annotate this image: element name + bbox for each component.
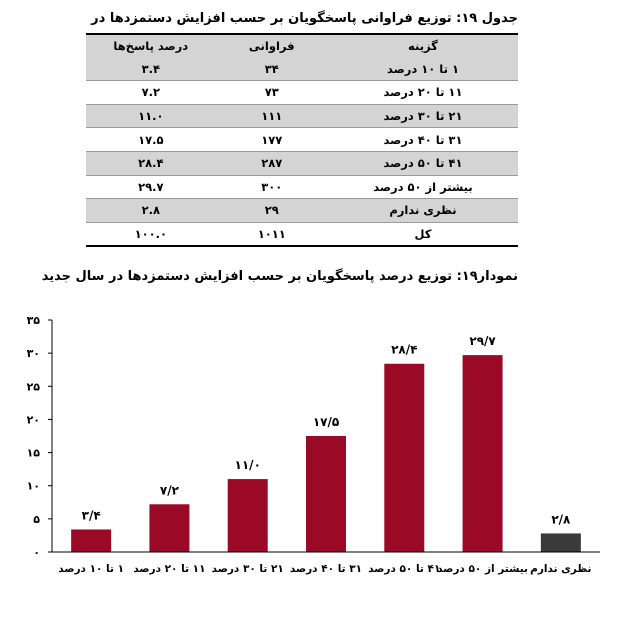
table-row: ۴۱ تا ۵۰ درصد ۲۸۷ ۲۸.۴: [86, 151, 518, 176]
cell-option: ۱ تا ۱۰ درصد: [386, 61, 459, 76]
x-tick-label: ۱۱ تا ۲۰ درصد: [133, 563, 205, 575]
table-row: ۱۱ تا ۲۰ درصد ۷۳ ۷.۲: [86, 81, 518, 105]
cell-frequency: ۳۴: [264, 61, 279, 76]
y-tick-label: ۲۵: [27, 380, 41, 393]
table-row: نظری ندارم ۲۹ ۲.۸: [86, 198, 518, 223]
chart-title: نمودار۱۹: توزیع درصد پاسخگویان بر حسب اف…: [41, 269, 518, 284]
cell-frequency: ۱۱۱: [261, 109, 283, 124]
y-tick-label: ۰: [33, 546, 40, 559]
x-tick-label: نظری ندارم: [530, 563, 591, 575]
bar: [227, 479, 268, 552]
y-tick-label: ۵: [33, 513, 40, 526]
cell-option: ۴۱ تا ۵۰ درصد: [383, 156, 463, 171]
bar-data-label: ۳/۴: [82, 508, 101, 522]
cell-option: بیشتر از ۵۰ درصد: [373, 179, 473, 194]
cell-percent: ۲۸.۴: [138, 156, 164, 171]
cell-percent: ۱۷.۵: [138, 132, 164, 147]
table-row: ۲۱ تا ۳۰ درصد ۱۱۱ ۱۱.۰: [86, 104, 518, 128]
x-tick-label: ۲۱ تا ۳۰ درصد: [212, 563, 284, 575]
y-axis: ۰ ۵ ۱۰ ۱۵ ۲۰ ۲۵ ۳۰ ۳۵: [27, 314, 53, 559]
table-row: ۳۱ تا ۴۰ درصد ۱۷۷ ۱۷.۵: [86, 128, 518, 152]
frequency-table: گزینه فراوانی درصد پاسخ‌ها ۱ تا ۱۰ درصد …: [86, 33, 518, 248]
x-axis: ۱ تا ۱۰ درصد ۱۱ تا ۲۰ درصد ۲۱ تا ۳۰ درصد ۳۱…: [52, 551, 600, 575]
bar-data-label: ۱۱/۰: [235, 458, 261, 472]
table-total-row: کل ۱۰۱۱ ۱۰۰.۰: [86, 222, 518, 247]
bar: [540, 533, 581, 552]
cell-option: ۳۱ تا ۴۰ درصد: [383, 132, 463, 147]
cell-option: نظری ندارم: [389, 203, 457, 218]
cell-frequency: ۱۷۷: [261, 132, 283, 147]
bar: [384, 363, 425, 552]
y-tick-label: ۳۵: [27, 314, 41, 327]
bar-chart: ۰ ۵ ۱۰ ۱۵ ۲۰ ۲۵ ۳۰ ۳۵ ۳/۴ ۷/۲ ۱۱/۰ ۱۷/۵ ۲۸/۴ ۲۹/۷ ۲/۸…: [27, 314, 600, 575]
bar-data-label: ۲/۸: [551, 512, 571, 526]
bar-data-label: ۷/۲: [160, 483, 180, 497]
cell-option: ۲۱ تا ۳۰ درصد: [383, 109, 463, 124]
cell-option: کل: [414, 227, 432, 242]
y-tick-label: ۳۰: [27, 347, 40, 360]
header-percent: درصد پاسخ‌ها: [113, 39, 189, 54]
cell-frequency: ۲۹: [264, 203, 279, 218]
cell-percent: ۷.۲: [141, 85, 161, 100]
y-tick-label: ۲۰: [27, 413, 40, 426]
table-title: جدول ۱۹: توزیع فراوانی پاسخگویان بر حسب …: [91, 11, 518, 48]
table-row: ۱ تا ۱۰ درصد ۳۴ ۳.۴: [86, 57, 518, 81]
cell-percent: ۳.۴: [141, 61, 161, 76]
cell-frequency: ۷۳: [264, 85, 279, 100]
cell-frequency: ۲۸۷: [261, 156, 283, 171]
bar-data-label: ۲۸/۴: [391, 343, 417, 357]
table-row: بیشتر از ۵۰ درصد ۳۰۰ ۲۹.۷: [86, 175, 518, 199]
bar: [71, 529, 112, 552]
bar: [149, 504, 190, 552]
x-tick-label: ۳۱ تا ۴۰ درصد: [290, 563, 362, 575]
x-tick-label: ۴۱ تا ۵۰ درصد: [368, 563, 440, 575]
cell-option: ۱۱ تا ۲۰ درصد: [383, 85, 463, 100]
cell-frequency: ۱۰۱۱: [257, 227, 286, 242]
cell-percent: ۱۰۰.۰: [134, 227, 168, 242]
header-option: گزینه: [408, 39, 438, 54]
table-header-row: گزینه فراوانی درصد پاسخ‌ها: [86, 34, 518, 58]
cell-percent: ۲۹.۷: [138, 179, 164, 194]
bar: [306, 436, 346, 552]
cell-frequency: ۳۰۰: [261, 179, 283, 194]
bar: [462, 355, 503, 552]
x-tick-label: بیشتر از ۵۰ درصد: [437, 563, 528, 575]
bar-data-label: ۱۷/۵: [313, 415, 339, 429]
y-tick-label: ۱۰: [27, 480, 40, 493]
bars: ۳/۴ ۷/۲ ۱۱/۰ ۱۷/۵ ۲۸/۴ ۲۹/۷ ۲/۸: [71, 334, 581, 552]
cell-percent: ۱۱.۰: [138, 109, 164, 124]
cell-percent: ۲.۸: [141, 203, 161, 218]
y-tick-label: ۱۵: [27, 447, 41, 460]
bar-data-label: ۲۹/۷: [469, 334, 496, 348]
header-frequency: فراوانی: [248, 39, 295, 54]
x-tick-label: ۱ تا ۱۰ درصد: [58, 563, 124, 575]
